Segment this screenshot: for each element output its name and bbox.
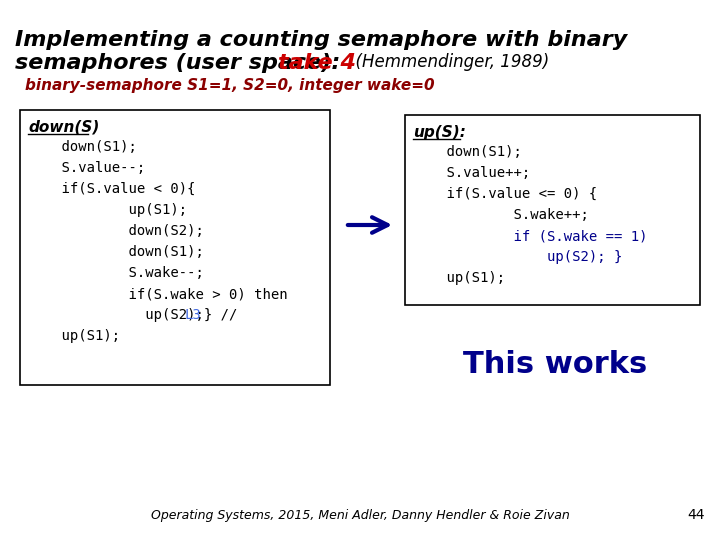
Text: up(S1);: up(S1);	[28, 203, 187, 217]
Text: if(S.wake > 0) then: if(S.wake > 0) then	[28, 287, 287, 301]
Text: down(S1);: down(S1);	[28, 245, 204, 259]
Text: Implementing a counting semaphore with binary: Implementing a counting semaphore with b…	[15, 30, 627, 50]
Text: S.wake++;: S.wake++;	[413, 208, 589, 222]
Text: This works: This works	[463, 350, 647, 379]
Text: 44: 44	[688, 508, 705, 522]
Text: Operating Systems, 2015, Meni Adler, Danny Hendler & Roie Zivan: Operating Systems, 2015, Meni Adler, Dan…	[150, 509, 570, 522]
Text: up(S2);} //: up(S2);} //	[28, 308, 246, 322]
Text: S.value--;: S.value--;	[28, 161, 145, 175]
Text: up(S1);: up(S1);	[28, 329, 120, 343]
Text: up(S1);: up(S1);	[413, 271, 505, 285]
Text: (Hemmendinger, 1989): (Hemmendinger, 1989)	[345, 53, 549, 71]
Text: S.value++;: S.value++;	[413, 166, 530, 180]
Text: up(S):: up(S):	[413, 125, 466, 140]
Text: if(S.value <= 0) {: if(S.value <= 0) {	[413, 187, 598, 201]
Bar	[20, 110, 330, 385]
Text: if (S.wake == 1): if (S.wake == 1)	[413, 229, 647, 243]
Text: binary-semaphore S1=1, S2=0, integer wake=0: binary-semaphore S1=1, S2=0, integer wak…	[25, 78, 435, 93]
Bar	[405, 115, 700, 305]
Text: down(S1);: down(S1);	[28, 140, 137, 154]
Text: semaphores (user space):: semaphores (user space):	[15, 53, 348, 73]
Text: if(S.value < 0){: if(S.value < 0){	[28, 182, 196, 196]
Text: down(S2);: down(S2);	[28, 224, 204, 238]
Text: down(S): down(S)	[28, 120, 99, 135]
FancyArrowPatch shape	[348, 217, 387, 233]
Text: take 4: take 4	[278, 53, 356, 73]
Text: S.wake--;: S.wake--;	[28, 266, 204, 280]
Text: L3: L3	[184, 308, 202, 322]
Text: up(S2); }: up(S2); }	[413, 250, 622, 264]
Text: down(S1);: down(S1);	[413, 145, 522, 159]
